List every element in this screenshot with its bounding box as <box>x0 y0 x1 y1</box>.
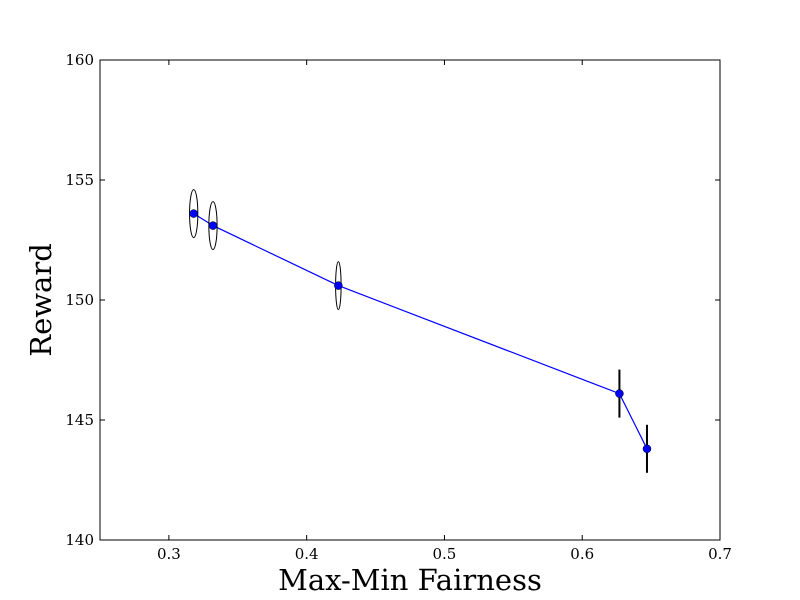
y-tick-label: 145 <box>65 411 94 429</box>
x-tick-label: 0.6 <box>570 545 594 563</box>
x-tick-label: 0.7 <box>708 545 732 563</box>
data-point <box>208 221 218 230</box>
x-tick-label: 0.3 <box>157 545 181 563</box>
y-tick-label: 160 <box>65 51 94 69</box>
data-point <box>615 389 624 398</box>
y-axis-label: Reward <box>24 243 58 357</box>
y-tick-label: 150 <box>65 291 94 309</box>
data-point <box>642 444 652 454</box>
plot-frame <box>99 59 721 541</box>
axis-ticks: 0.3 0.4 0.5 0.6 0.7 140 145 150 155 160 <box>65 51 732 563</box>
y-tick-label: 155 <box>65 171 94 189</box>
x-tick-label: 0.4 <box>295 545 319 563</box>
x-axis-label: Max-Min Fairness <box>278 563 542 597</box>
data-point <box>189 209 198 218</box>
x-tick-label: 0.5 <box>433 545 457 563</box>
data-point <box>334 281 343 290</box>
plot-area <box>189 189 652 473</box>
y-tick-label: 140 <box>65 531 94 549</box>
